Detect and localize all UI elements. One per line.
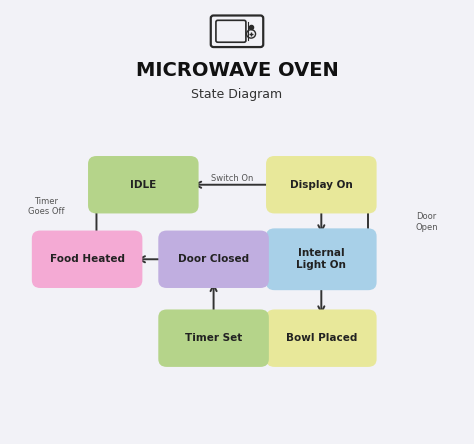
Text: Display On: Display On (290, 180, 353, 190)
Text: IDLE: IDLE (130, 180, 156, 190)
FancyBboxPatch shape (158, 309, 269, 367)
FancyBboxPatch shape (266, 228, 377, 290)
Text: Switch On: Switch On (211, 174, 254, 182)
Text: Door
Open: Door Open (415, 212, 438, 232)
FancyBboxPatch shape (32, 230, 142, 288)
Text: State Diagram: State Diagram (191, 88, 283, 101)
Text: Food Heated: Food Heated (50, 254, 125, 264)
Text: Timer Set: Timer Set (185, 333, 242, 343)
Text: Bowl Placed: Bowl Placed (286, 333, 357, 343)
FancyBboxPatch shape (88, 156, 199, 214)
FancyBboxPatch shape (158, 230, 269, 288)
Text: Internal
Light On: Internal Light On (296, 249, 346, 270)
Text: MICROWAVE OVEN: MICROWAVE OVEN (136, 61, 338, 80)
FancyBboxPatch shape (266, 309, 377, 367)
FancyBboxPatch shape (266, 156, 377, 214)
Text: Door Closed: Door Closed (178, 254, 249, 264)
Text: Timer
Goes Off: Timer Goes Off (27, 197, 64, 216)
